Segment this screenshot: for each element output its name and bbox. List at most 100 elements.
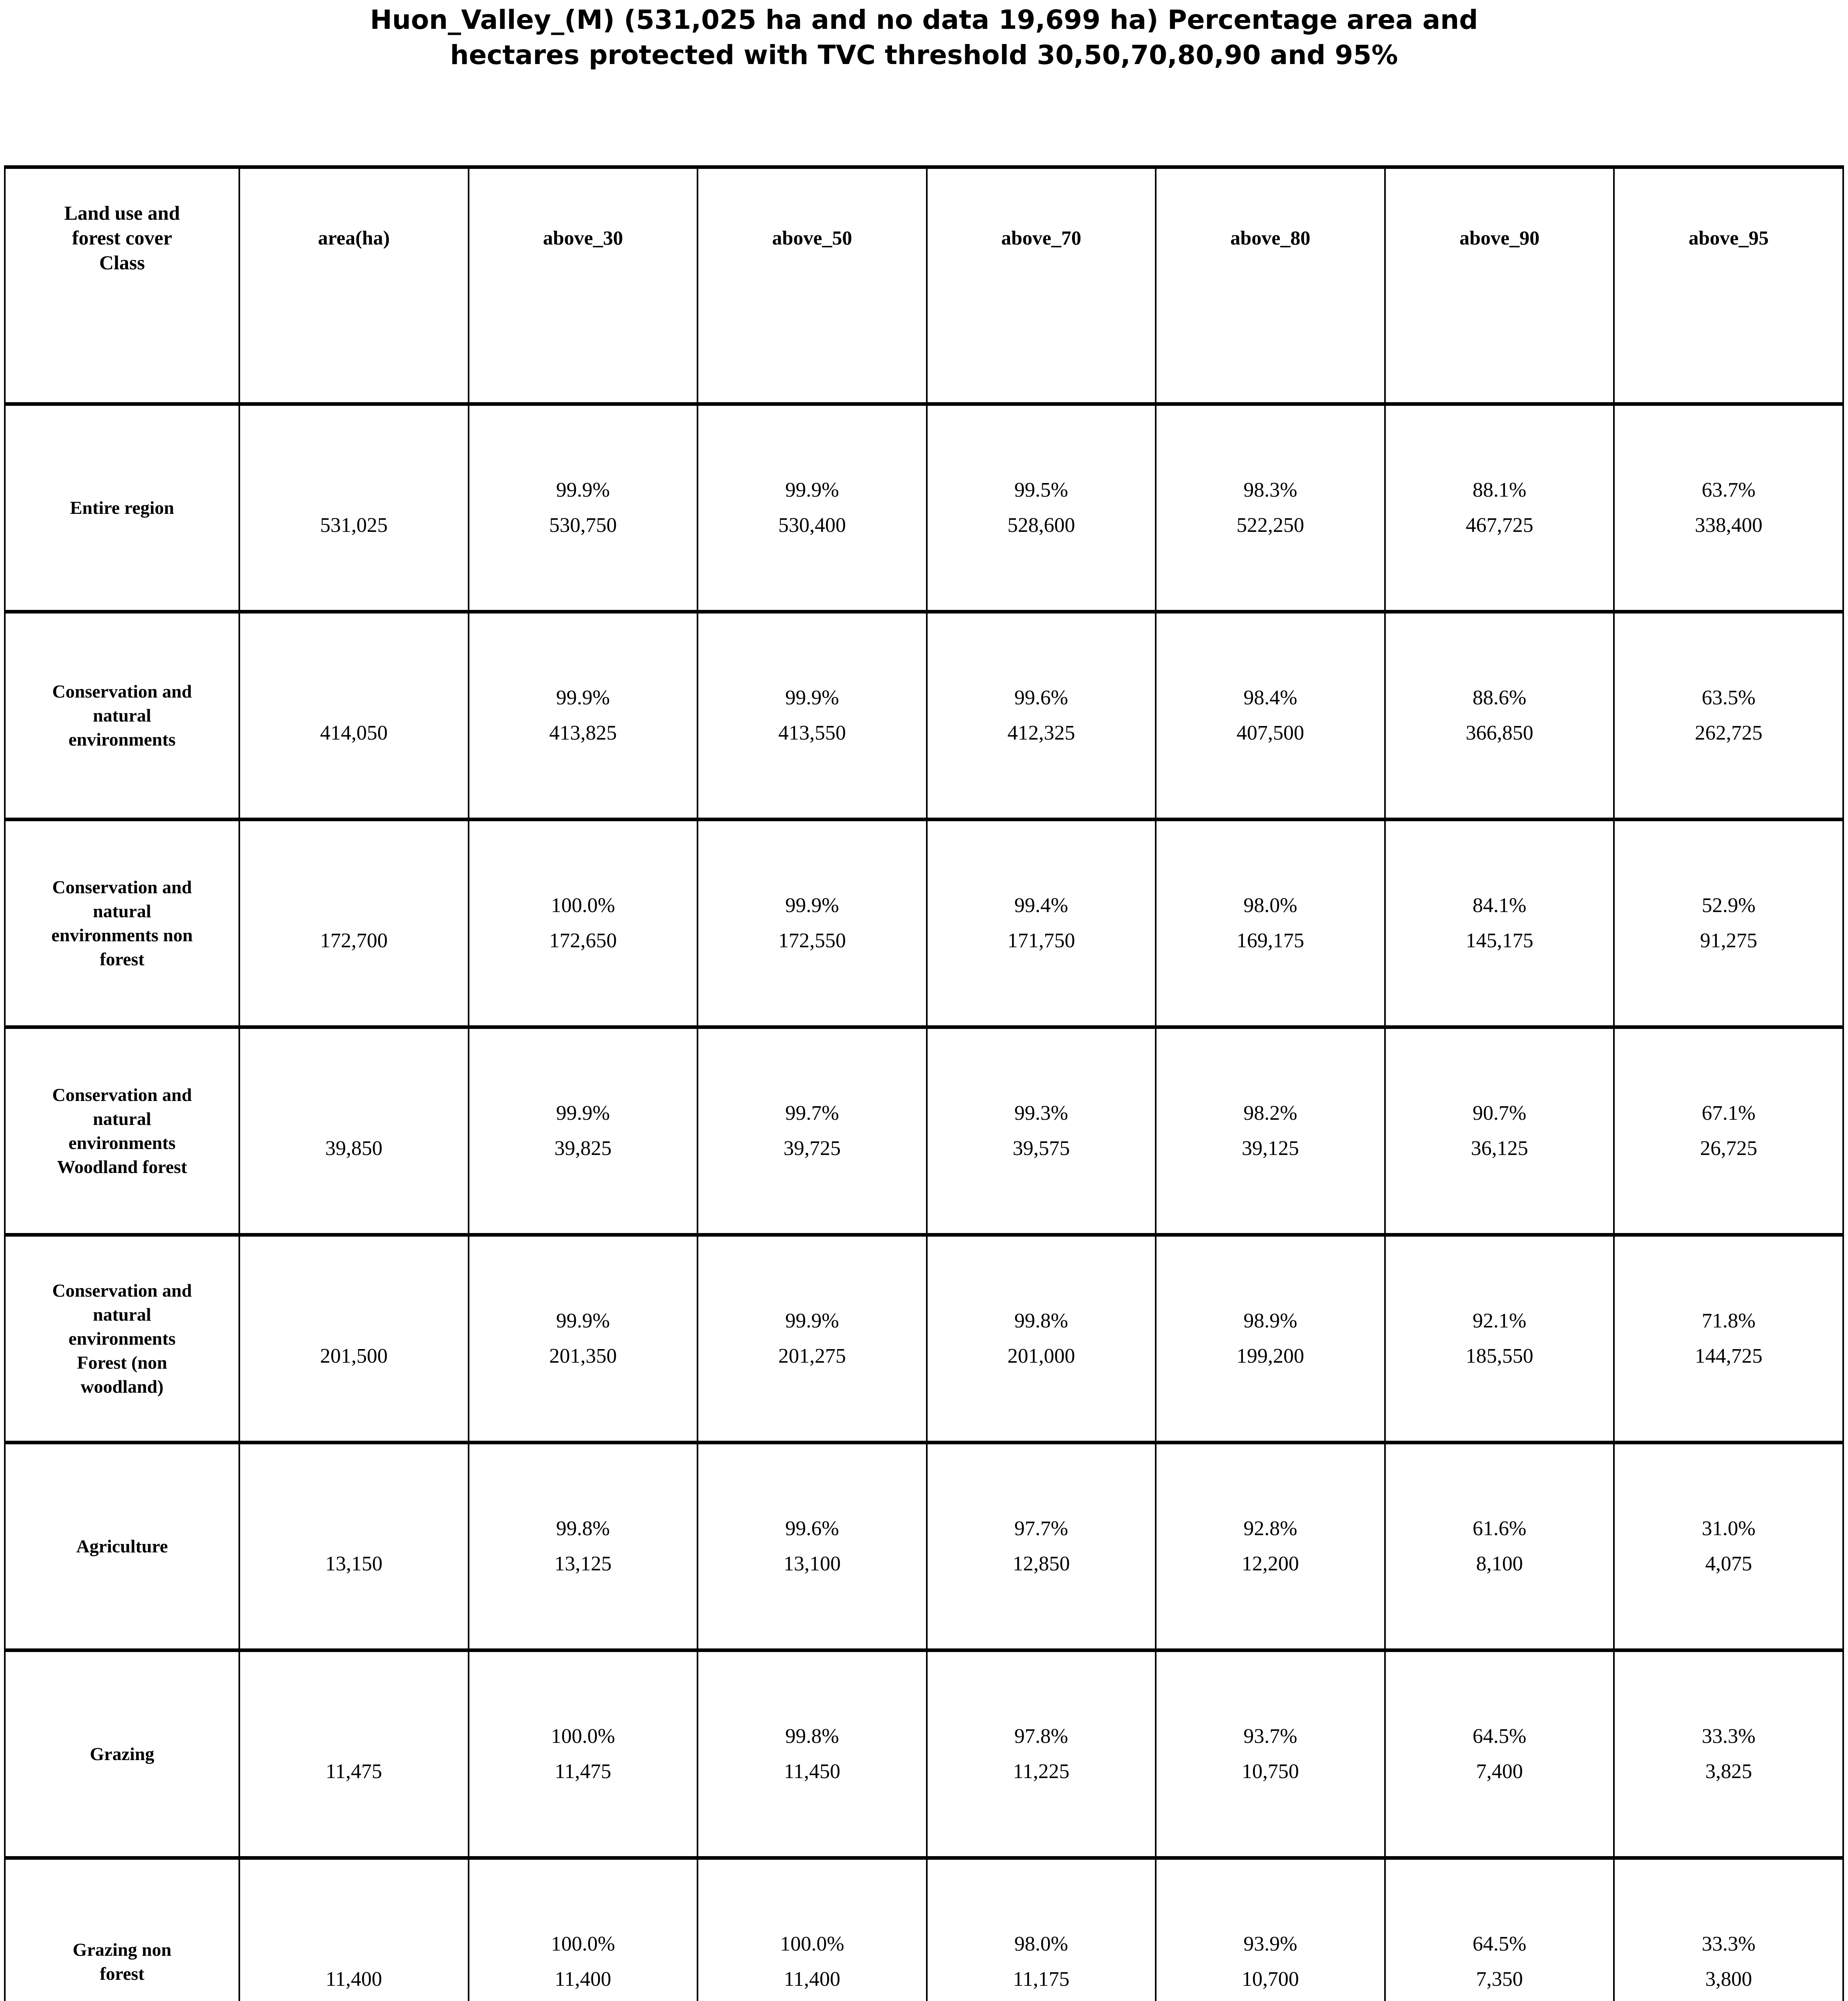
value-cell: 97.8% 11,225 <box>926 1648 1156 1858</box>
column-header: area(ha) <box>239 165 469 404</box>
area-cell: 414,050 <box>239 610 469 820</box>
percent-value: 99.9% <box>785 894 839 917</box>
hectares-value: 39,725 <box>783 1137 841 1160</box>
class-cell: Grazing <box>4 1648 239 1858</box>
hectares-value: 201,000 <box>1007 1345 1075 1367</box>
area-cell: 11,400 <box>239 1856 469 2001</box>
hectares-value: 201,350 <box>549 1345 617 1367</box>
hectares-value: 12,200 <box>1242 1552 1299 1575</box>
hectares-value: 413,550 <box>778 722 846 744</box>
percent-value: 98.9% <box>1243 1309 1297 1332</box>
percent-value: 71.8% <box>1702 1309 1756 1332</box>
area-cell: 172,700 <box>239 818 469 1027</box>
value-cell: 98.2% 39,125 <box>1155 1025 1385 1235</box>
value-cell: 98.9% 199,200 <box>1155 1233 1385 1443</box>
percent-value: 98.3% <box>1243 479 1297 501</box>
hectares-value: 12,850 <box>1012 1552 1070 1575</box>
value-cell: 33.3% 3,825 <box>1613 1648 1843 1858</box>
area-spacer <box>246 1303 462 1339</box>
hectares-value: 3,800 <box>1705 1968 1752 1991</box>
area-value: 414,050 <box>320 722 388 744</box>
hectares-value: 144,725 <box>1695 1345 1763 1367</box>
column-header: above_30 <box>467 165 698 404</box>
value-cell: 98.0% 11,175 <box>926 1856 1156 2001</box>
percent-value: 99.8% <box>1014 1309 1068 1332</box>
area-value: 13,150 <box>325 1552 383 1575</box>
column-header: above_90 <box>1384 165 1614 404</box>
hectares-value: 172,550 <box>778 929 846 952</box>
value-cell: 63.5% 262,725 <box>1613 610 1843 820</box>
header-label: above_30 <box>543 226 623 249</box>
value-cell: 99.9% 39,825 <box>467 1025 698 1235</box>
value-cell: 100.0% 11,400 <box>467 1856 698 2001</box>
value-cell: 99.4% 171,750 <box>926 818 1156 1027</box>
hectares-value: 3,825 <box>1705 1760 1752 1783</box>
table-row: Grazing 11,475 100.0% 11,475 99.8% 11,450 97.… <box>4 1648 1843 1858</box>
hectares-value: 145,175 <box>1465 929 1533 952</box>
percent-value: 99.9% <box>785 479 839 501</box>
hectares-value: 91,275 <box>1700 929 1758 952</box>
hectares-value: 407,500 <box>1237 722 1305 744</box>
hectares-value: 39,125 <box>1242 1137 1299 1160</box>
hectares-value: 467,725 <box>1465 514 1533 537</box>
page-title-line2: hectares protected with TVC threshold 30… <box>450 40 1398 70</box>
area-spacer <box>246 1719 462 1754</box>
percent-value: 93.7% <box>1243 1725 1297 1748</box>
column-header: above_80 <box>1155 165 1385 404</box>
value-cell: 99.8% 13,125 <box>467 1441 698 1650</box>
percent-value: 52.9% <box>1702 894 1756 917</box>
header-label: above_70 <box>1001 226 1081 249</box>
area-cell: 531,025 <box>239 402 469 612</box>
value-cell: 99.6% 13,100 <box>697 1441 927 1650</box>
hectares-value: 11,475 <box>555 1760 611 1783</box>
percent-value: 99.6% <box>1014 686 1068 709</box>
percent-value: 63.5% <box>1702 686 1756 709</box>
value-cell: 99.9% 201,350 <box>467 1233 698 1443</box>
table-row: Entire region 531,025 99.9% 530,750 99.9% 53… <box>4 402 1843 612</box>
class-cell: Entire region <box>4 402 239 612</box>
area-value: 201,500 <box>320 1345 388 1367</box>
area-cell: 11,475 <box>239 1648 469 1858</box>
area-value: 11,400 <box>325 1968 382 1991</box>
percent-value: 97.8% <box>1014 1725 1068 1748</box>
column-header: above_50 <box>697 165 927 404</box>
hectares-value: 13,100 <box>783 1552 841 1575</box>
hectares-value: 199,200 <box>1237 1345 1305 1367</box>
hectares-value: 36,125 <box>1471 1137 1528 1160</box>
value-cell: 99.9% 413,550 <box>697 610 927 820</box>
hectares-value: 11,225 <box>1013 1760 1070 1783</box>
value-cell: 98.0% 169,175 <box>1155 818 1385 1027</box>
header-label: above_50 <box>772 226 852 249</box>
hectares-value: 338,400 <box>1695 514 1763 537</box>
hectares-value: 412,325 <box>1007 722 1075 744</box>
hectares-value: 10,700 <box>1242 1968 1299 1991</box>
value-cell: 99.3% 39,575 <box>926 1025 1156 1235</box>
hectares-value: 262,725 <box>1695 722 1763 744</box>
value-cell: 33.3% 3,800 <box>1613 1856 1843 2001</box>
value-cell: 64.5% 7,350 <box>1384 1856 1614 2001</box>
percent-value: 98.4% <box>1243 686 1297 709</box>
header-label: Land use and forest cover Class <box>64 201 180 274</box>
percent-value: 64.5% <box>1472 1933 1527 1955</box>
page-title: Huon_Valley_(M) (531,025 ha and no data … <box>0 2 1848 73</box>
hectares-value: 8,100 <box>1476 1552 1523 1575</box>
hectares-value: 530,750 <box>549 514 617 537</box>
value-cell: 99.8% 11,450 <box>697 1648 927 1858</box>
percent-value: 99.8% <box>556 1517 610 1540</box>
class-cell: Conservation and natural environments Wo… <box>4 1025 239 1235</box>
percent-value: 63.7% <box>1702 479 1756 501</box>
value-cell: 99.5% 528,600 <box>926 402 1156 612</box>
hectares-value: 522,250 <box>1237 514 1305 537</box>
percent-value: 98.2% <box>1243 1102 1297 1125</box>
value-cell: 100.0% 11,400 <box>697 1856 927 2001</box>
header-label: above_90 <box>1459 226 1540 249</box>
value-cell: 100.0% 11,475 <box>467 1648 698 1858</box>
table-row: Conservation and natural environments Wo… <box>4 1025 1843 1235</box>
column-header: above_95 <box>1613 165 1843 404</box>
value-cell: 93.9% 10,700 <box>1155 1856 1385 2001</box>
value-cell: 88.6% 366,850 <box>1384 610 1614 820</box>
area-spacer <box>246 473 462 508</box>
value-cell: 31.0% 4,075 <box>1613 1441 1843 1650</box>
hectares-value: 201,275 <box>778 1345 846 1367</box>
class-cell: Agriculture <box>4 1441 239 1650</box>
